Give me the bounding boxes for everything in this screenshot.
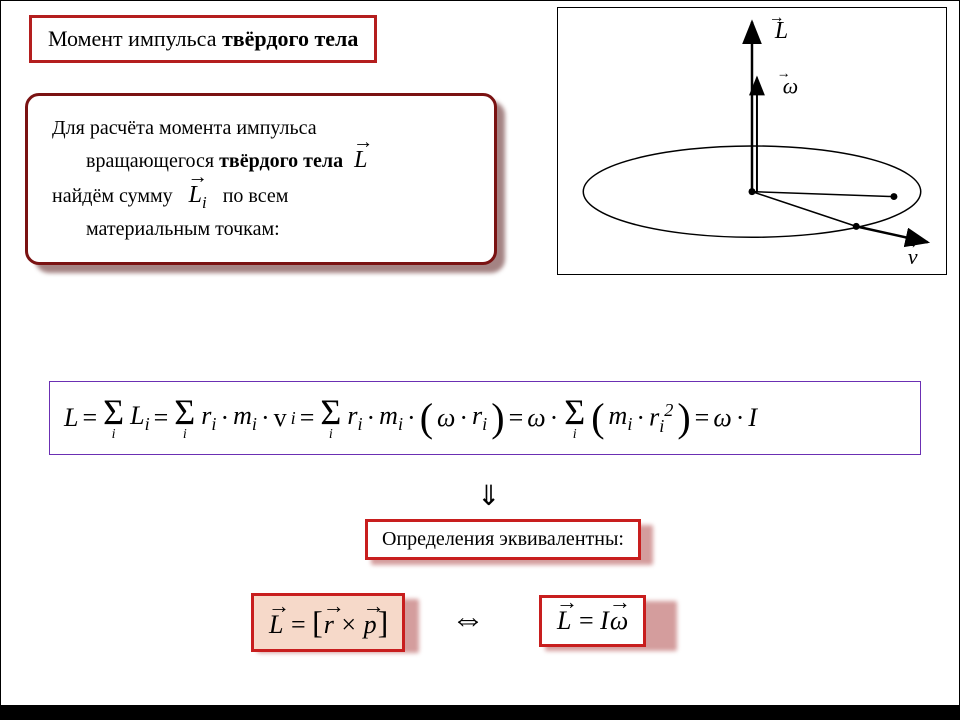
svg-text:→: → (904, 237, 918, 252)
svg-text:→: → (777, 66, 791, 81)
implies-down-icon: ⇓ (477, 479, 500, 513)
title-bold: твёрдого тела (222, 26, 358, 51)
equiv-icon: ⇔ (451, 601, 485, 639)
formula-cross-product: L = [r × p] (251, 593, 405, 652)
desc-line1: Для расчёта момента импульса (52, 114, 474, 143)
diagram-svg: L → ω → v → (558, 8, 946, 274)
formula-i-omega: L = Iω (539, 595, 646, 647)
vec-Li-icon: Li (188, 178, 208, 215)
slide: Момент импульса твёрдого тела Для расчёт… (0, 0, 960, 720)
rotation-diagram: L → ω → v → (557, 7, 947, 275)
svg-text:→: → (769, 9, 785, 26)
desc-line3: найдём сумму Li по всем (52, 178, 474, 215)
desc-card: Для расчёта момента импульса вращающегос… (25, 93, 497, 265)
title-pre: Момент импульса (48, 26, 222, 51)
vec-L-icon: L (353, 143, 368, 178)
desc-line4: материальным точкам: (52, 215, 474, 244)
desc-line2: вращающегося твёрдого тела L (52, 143, 474, 178)
equivalence-label: Определения эквивалентны: (365, 519, 641, 560)
derivation-formula: L = Σi Li = Σi ri · mi · vi = Σi ri · mi… (49, 381, 921, 455)
title-box: Момент импульса твёрдого тела (29, 15, 377, 63)
